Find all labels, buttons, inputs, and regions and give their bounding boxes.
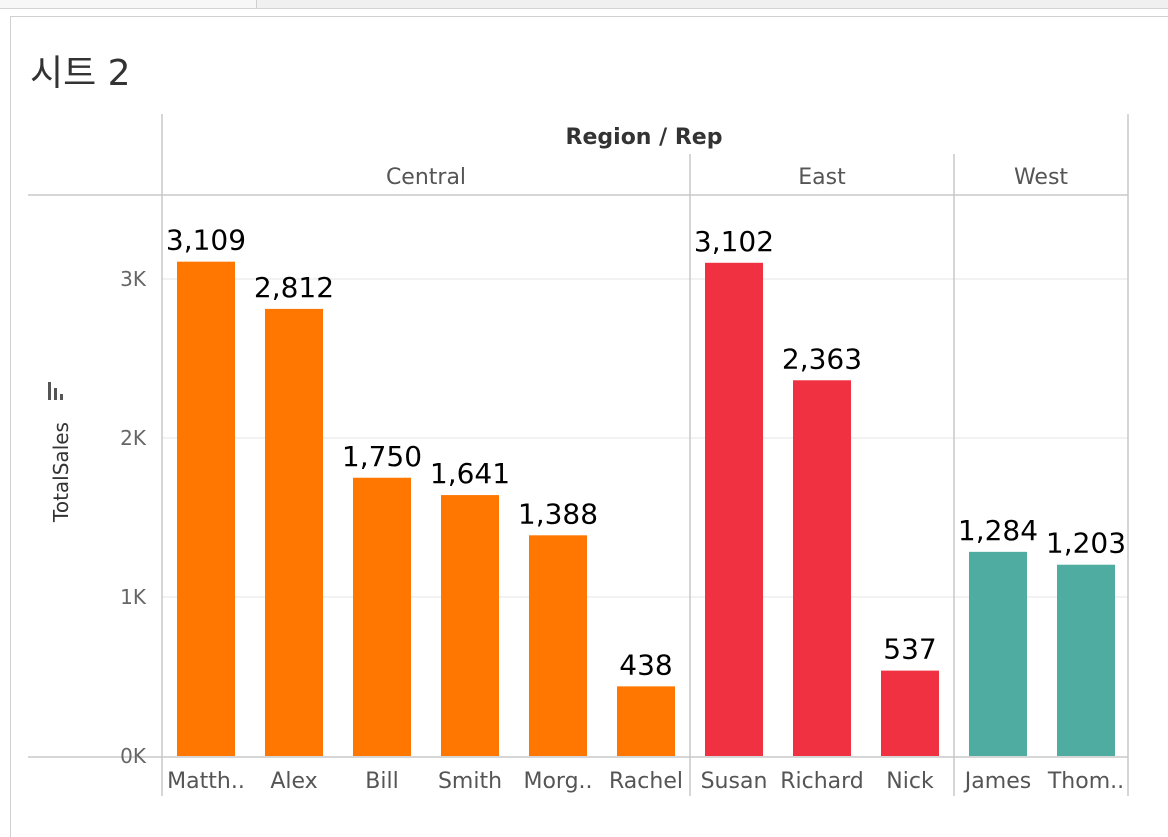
- y-tick-label: 2K: [120, 426, 147, 450]
- value-label: 438: [619, 648, 672, 681]
- category-labels: Matth.. Alex Bill Smith Morg.. Rachel Susan Ric…: [167, 769, 1124, 794]
- category-label: Matth..: [167, 769, 245, 794]
- bar[interactable]: [177, 261, 235, 756]
- category-label: James: [963, 769, 1031, 794]
- bar[interactable]: [793, 380, 851, 756]
- tab[interactable]: [0, 0, 257, 8]
- bar[interactable]: [705, 262, 763, 756]
- value-label: 1,641: [430, 457, 510, 490]
- value-label: 537: [883, 633, 936, 666]
- category-label: Smith: [438, 769, 502, 794]
- value-label: 2,363: [782, 342, 862, 375]
- group-headers: Central East West: [386, 165, 1068, 190]
- bar[interactable]: [265, 308, 323, 756]
- chart-frame-lines: [28, 114, 1129, 796]
- bar[interactable]: [969, 551, 1027, 756]
- category-label: Nick: [886, 769, 934, 794]
- y-axis-ticks: 0K 1K 2K 3K: [120, 267, 147, 768]
- value-label: 1,388: [518, 497, 598, 530]
- y-tick-label: 0K: [120, 744, 147, 768]
- sheet-title: 시트 2: [30, 53, 131, 94]
- group-header-west: West: [1014, 165, 1068, 190]
- bar[interactable]: [617, 686, 675, 756]
- value-label: 1,284: [958, 514, 1038, 547]
- sort-icon[interactable]: [48, 382, 63, 400]
- category-label: Thom..: [1047, 769, 1124, 794]
- sheet-frame: [10, 16, 1168, 837]
- group-header-east: East: [798, 165, 846, 190]
- y-tick-label: 1K: [120, 585, 147, 609]
- category-label: Richard: [780, 769, 864, 794]
- bar[interactable]: [529, 535, 587, 756]
- value-label: 2,812: [254, 271, 334, 304]
- y-axis-label[interactable]: TotalSales: [49, 422, 73, 523]
- category-label: Rachel: [609, 769, 683, 794]
- value-label: 3,102: [694, 225, 774, 258]
- column-header-title: Region / Rep: [566, 125, 723, 150]
- bars: [177, 261, 1115, 756]
- bar[interactable]: [441, 495, 499, 756]
- bar[interactable]: [1057, 564, 1115, 756]
- top-tab-strip: [0, 0, 1168, 9]
- category-label: Morg..: [523, 769, 592, 794]
- category-label: Susan: [701, 769, 768, 794]
- bar[interactable]: [353, 477, 411, 756]
- value-label: 1,203: [1046, 527, 1126, 560]
- bar[interactable]: [881, 670, 939, 756]
- value-label: 1,750: [342, 440, 422, 473]
- value-label: 3,109: [166, 224, 246, 257]
- category-label: Bill: [365, 769, 398, 794]
- group-header-central: Central: [386, 165, 466, 190]
- category-label: Alex: [270, 769, 317, 794]
- y-tick-label: 3K: [120, 267, 147, 291]
